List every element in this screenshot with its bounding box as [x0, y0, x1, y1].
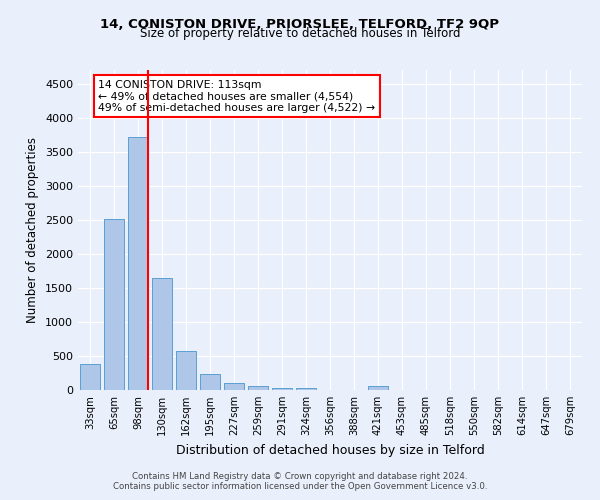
Text: Contains HM Land Registry data © Crown copyright and database right 2024.: Contains HM Land Registry data © Crown c…	[132, 472, 468, 481]
Bar	[128, 136, 148, 390]
Text: Contains public sector information licensed under the Open Government Licence v3: Contains public sector information licen…	[113, 482, 487, 491]
X-axis label: Distribution of detached houses by size in Telford: Distribution of detached houses by size …	[176, 444, 484, 456]
Bar	[152, 278, 172, 390]
Bar	[224, 383, 244, 390]
Bar	[296, 388, 316, 390]
Text: 14 CONISTON DRIVE: 113sqm
← 49% of detached houses are smaller (4,554)
49% of se: 14 CONISTON DRIVE: 113sqm ← 49% of detac…	[98, 80, 375, 113]
Bar	[248, 386, 268, 390]
Bar	[176, 350, 196, 390]
Y-axis label: Number of detached properties: Number of detached properties	[26, 137, 40, 323]
Text: Size of property relative to detached houses in Telford: Size of property relative to detached ho…	[140, 28, 460, 40]
Bar	[368, 386, 388, 390]
Bar	[80, 364, 100, 390]
Bar	[104, 219, 124, 390]
Text: 14, CONISTON DRIVE, PRIORSLEE, TELFORD, TF2 9QP: 14, CONISTON DRIVE, PRIORSLEE, TELFORD, …	[101, 18, 499, 30]
Bar	[200, 374, 220, 390]
Bar	[272, 388, 292, 390]
